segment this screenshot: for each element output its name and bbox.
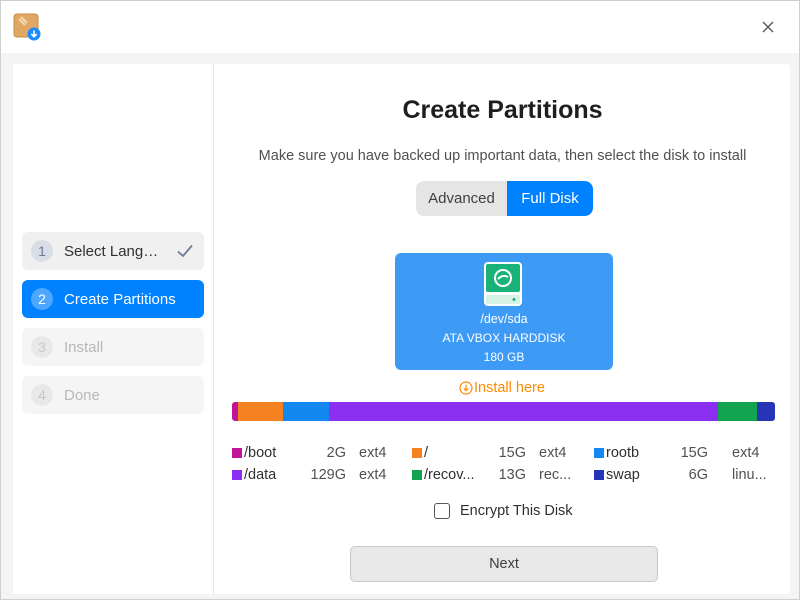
legend-filesystem: linu...	[732, 467, 767, 483]
step-number: 1	[31, 240, 53, 262]
install-here-hint: Install here	[459, 380, 545, 396]
encrypt-disk-option[interactable]: Encrypt This Disk	[434, 503, 573, 519]
legend-partition-size: 6G	[688, 467, 708, 483]
disk-card[interactable]: /dev/sda ATA VBOX HARDDISK 180 GB	[395, 253, 613, 370]
step-label: Install	[64, 338, 104, 356]
legend-partition-size: 129G	[310, 467, 346, 483]
main-area: Create Partitions Make sure you have bac…	[215, 64, 790, 594]
step-label: Select Language	[64, 242, 166, 260]
legend-filesystem: ext4	[732, 445, 760, 461]
partition-bar-segment	[717, 402, 757, 421]
disk-size: 180 GB	[483, 350, 525, 364]
legend-color-swatch	[594, 470, 604, 480]
legend-item: rootb 15G ext4	[594, 444, 774, 462]
step-create-partitions[interactable]: 2 Create Partitions	[22, 280, 204, 318]
legend-item: swap 6G linu...	[594, 466, 774, 484]
legend-partition-size: 15G	[498, 445, 526, 461]
encrypt-label: Encrypt This Disk	[460, 503, 573, 519]
legend-partition-name: rootb	[606, 445, 640, 461]
disk-model: ATA VBOX HARDDISK	[442, 331, 566, 345]
legend-filesystem: ext4	[359, 467, 387, 483]
legend-color-swatch	[412, 470, 422, 480]
title-bar	[1, 1, 799, 53]
step-label: Create Partitions	[64, 290, 176, 308]
next-button[interactable]: Next	[350, 546, 658, 582]
legend-partition-name: /boot	[244, 445, 277, 461]
advanced-mode-button[interactable]: Advanced	[428, 190, 495, 207]
legend-item: /recov... 13G rec...	[412, 466, 592, 484]
legend-partition-name: /	[424, 445, 429, 461]
partition-usage-bar	[232, 402, 775, 421]
step-number: 3	[31, 336, 53, 358]
installer-package-icon	[13, 13, 41, 41]
partition-bar-segment	[283, 402, 329, 421]
legend-partition-name: /recov...	[424, 467, 475, 483]
step-done: 4 Done	[22, 376, 204, 414]
partition-legend: /boot 2G ext4 / 15G ext4 rootb 15G ext4/data 129G…	[232, 444, 777, 488]
legend-partition-size: 13G	[498, 467, 526, 483]
legend-partition-name: /data	[244, 467, 277, 483]
partition-bar-segment	[328, 402, 718, 421]
partition-bar-segment	[238, 402, 284, 421]
step-label: Done	[64, 386, 100, 404]
legend-color-swatch	[594, 448, 604, 458]
legend-item: /data 129G ext4	[232, 466, 412, 484]
legend-filesystem: rec...	[539, 467, 572, 483]
legend-filesystem: ext4	[539, 445, 567, 461]
download-circle-icon	[459, 381, 473, 395]
legend-filesystem: ext4	[359, 445, 387, 461]
step-number: 4	[31, 384, 53, 406]
steps-sidebar: 1 Select Language 2 Create Partitions 3 …	[13, 64, 214, 594]
hard-disk-icon	[484, 262, 522, 306]
full-disk-mode-button[interactable]: Full Disk	[507, 181, 593, 216]
page-title: Create Partitions	[402, 96, 603, 124]
legend-partition-name: swap	[606, 467, 640, 483]
close-icon[interactable]	[756, 15, 780, 39]
legend-color-swatch	[232, 470, 242, 480]
partition-bar-segment	[232, 402, 239, 421]
legend-color-swatch	[412, 448, 422, 458]
content-panel: 1 Select Language 2 Create Partitions 3 …	[13, 64, 790, 594]
legend-item: /boot 2G ext4	[232, 444, 412, 462]
encrypt-checkbox[interactable]	[434, 503, 450, 519]
partition-mode-switch: Advanced Full Disk	[416, 181, 593, 216]
legend-partition-size: 2G	[326, 445, 346, 461]
page-subtitle: Make sure you have backed up important d…	[258, 148, 747, 164]
legend-item: / 15G ext4	[412, 444, 592, 462]
step-select-language[interactable]: 1 Select Language	[22, 232, 204, 270]
legend-color-swatch	[232, 448, 242, 458]
partition-bar-segment	[756, 402, 775, 421]
step-number: 2	[31, 288, 53, 310]
checkmark-icon	[177, 244, 193, 258]
install-here-label: Install here	[474, 380, 545, 396]
step-install: 3 Install	[22, 328, 204, 366]
legend-partition-size: 15G	[680, 445, 708, 461]
disk-device-name: /dev/sda	[480, 312, 528, 326]
